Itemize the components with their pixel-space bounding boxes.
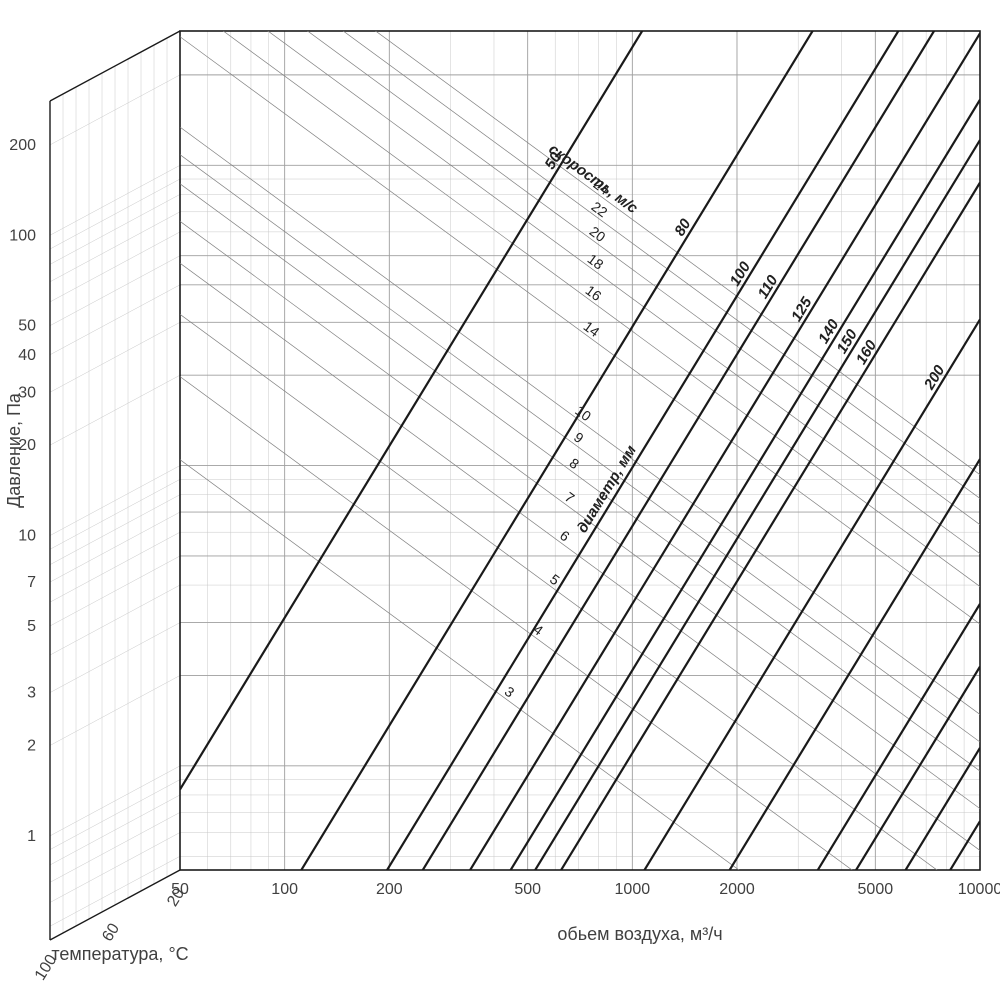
x-tick: 10000 (958, 881, 1000, 898)
y-tick: 100 (9, 227, 36, 244)
diameter-label: 80 (671, 215, 695, 239)
x-tick: 2000 (719, 881, 755, 898)
diameter-group-label: диаметр, мм (574, 442, 640, 536)
x-axis-title: обьем воздуха, м³/ч (557, 924, 722, 944)
y-tick: 200 (9, 137, 36, 154)
velocity-label: 16 (583, 282, 605, 304)
diameter-label: 110 (755, 272, 782, 302)
velocity-label: 18 (585, 251, 607, 273)
y-tick: 10 (18, 528, 36, 545)
x-tick: 5000 (858, 881, 894, 898)
nomogram-chart: 20601005080100110125140150160200диаметр,… (0, 0, 1000, 993)
y-tick: 5 (27, 618, 36, 635)
x-tick: 50 (171, 881, 189, 898)
x-tick: 200 (376, 881, 403, 898)
chart-container: 20601005080100110125140150160200диаметр,… (0, 0, 1000, 993)
y-tick: 1 (27, 828, 36, 845)
y-tick: 3 (27, 685, 36, 702)
velocity-label: 14 (581, 318, 603, 340)
y-axis-title: Давление, Па (4, 392, 24, 508)
velocity-label: 20 (587, 223, 609, 245)
x-tick: 100 (271, 881, 298, 898)
diameter-label: 125 (788, 294, 816, 325)
y-tick: 2 (27, 737, 36, 754)
y-tick: 50 (18, 318, 36, 335)
y-tick: 7 (27, 574, 36, 591)
x-tick: 1000 (615, 881, 651, 898)
x-tick: 500 (514, 881, 541, 898)
diameter-label: 200 (920, 362, 948, 394)
temp-axis-title: температура, °C (51, 944, 188, 964)
svg-text:60: 60 (99, 920, 123, 944)
y-tick: 40 (18, 347, 36, 364)
